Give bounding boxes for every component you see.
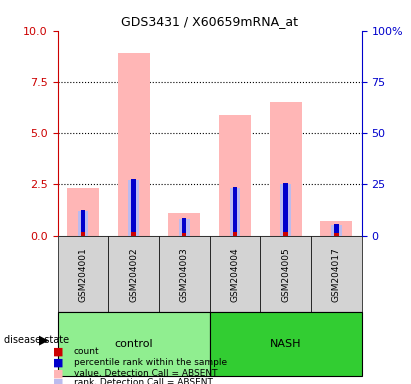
Text: GSM204003: GSM204003	[180, 247, 189, 302]
Bar	[182, 218, 187, 233]
Text: count: count	[74, 347, 99, 356]
Text: value, Detection Call = ABSENT: value, Detection Call = ABSENT	[74, 369, 217, 378]
Text: ■: ■	[53, 368, 64, 378]
Text: disease state: disease state	[4, 335, 69, 345]
FancyBboxPatch shape	[260, 235, 311, 312]
Bar	[230, 189, 240, 235]
Text: percentile rank within the sample: percentile rank within the sample	[74, 358, 227, 367]
Text: rank, Detection Call = ABSENT: rank, Detection Call = ABSENT	[74, 378, 213, 384]
Bar	[233, 232, 237, 235]
Text: NASH: NASH	[270, 339, 301, 349]
Bar	[132, 232, 136, 235]
Bar	[270, 103, 302, 235]
Bar	[67, 189, 99, 235]
FancyBboxPatch shape	[108, 235, 159, 312]
Bar	[331, 225, 342, 235]
Bar	[168, 213, 200, 235]
Text: control: control	[114, 339, 153, 349]
Bar	[179, 219, 189, 235]
Text: ■: ■	[53, 378, 64, 384]
Text: GSM204002: GSM204002	[129, 247, 138, 302]
Bar	[284, 183, 288, 232]
Bar	[118, 53, 150, 235]
Bar	[219, 115, 251, 235]
Text: GSM204017: GSM204017	[332, 247, 341, 302]
Bar	[334, 224, 339, 233]
Bar	[128, 180, 139, 235]
Bar	[78, 211, 88, 235]
Bar	[320, 221, 352, 235]
FancyBboxPatch shape	[159, 235, 210, 312]
FancyBboxPatch shape	[311, 235, 362, 312]
Bar	[132, 179, 136, 232]
Bar	[233, 187, 237, 232]
FancyBboxPatch shape	[58, 312, 210, 376]
Text: ■: ■	[53, 358, 64, 368]
Title: GDS3431 / X60659mRNA_at: GDS3431 / X60659mRNA_at	[121, 15, 298, 28]
Text: ■: ■	[53, 346, 64, 356]
Bar	[284, 232, 288, 235]
FancyBboxPatch shape	[58, 235, 108, 312]
Text: GSM204005: GSM204005	[281, 247, 290, 302]
Bar	[182, 233, 187, 235]
FancyBboxPatch shape	[210, 312, 362, 376]
FancyBboxPatch shape	[210, 235, 260, 312]
Text: GSM204001: GSM204001	[79, 247, 88, 302]
Text: GSM204004: GSM204004	[231, 247, 240, 302]
Bar	[81, 232, 85, 235]
Bar	[81, 210, 85, 232]
Text: ▶: ▶	[39, 333, 48, 346]
Bar	[334, 233, 339, 235]
Bar	[280, 184, 291, 235]
